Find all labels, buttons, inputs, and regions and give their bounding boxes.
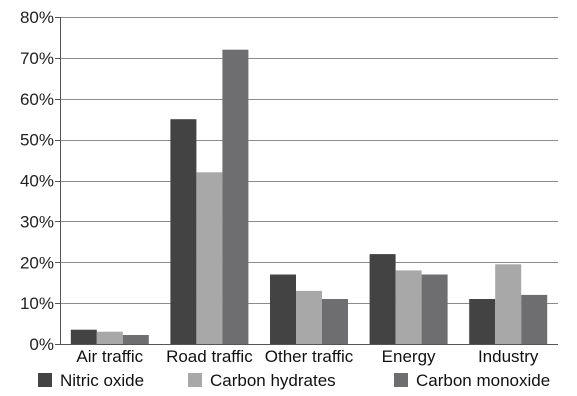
- y-tick-label: 50%: [20, 131, 54, 150]
- legend-item-nitric-oxide: Nitric oxide: [38, 371, 144, 390]
- y-tick-label: 10%: [20, 294, 54, 313]
- legend-swatch: [188, 373, 202, 387]
- bar-nitric-oxide-industry: [469, 299, 496, 344]
- y-tick-labels: 0% 10% 20% 30% 40% 50% 60% 70% 80%: [20, 8, 54, 354]
- legend-item-carbon-hydrates: Carbon hydrates: [188, 371, 336, 390]
- bar-nitric-oxide-energy: [369, 254, 396, 344]
- x-category-labels: Air traffic Road traffic Other traffic Ener…: [76, 347, 539, 366]
- bar-carbon-monoxide-air-traffic: [122, 335, 149, 344]
- legend-label: Carbon hydrates: [210, 371, 336, 390]
- y-tick-label: 60%: [20, 90, 54, 109]
- bar-carbon-hydrates-air-traffic: [96, 331, 123, 344]
- bar-carbon-hydrates-other-traffic: [296, 290, 322, 344]
- y-tick-label: 0%: [29, 335, 54, 354]
- bar-nitric-oxide-other-traffic: [270, 274, 296, 344]
- x-category-label: Road traffic: [166, 347, 253, 366]
- legend-swatch: [394, 373, 408, 387]
- legend-item-carbon-monoxide: Carbon monoxide: [394, 371, 550, 390]
- y-tick-label: 30%: [20, 212, 54, 231]
- legend-label: Carbon monoxide: [416, 371, 550, 390]
- bar-carbon-hydrates-energy: [395, 270, 422, 344]
- bar-carbon-hydrates-industry: [495, 264, 522, 344]
- y-tick-label: 40%: [20, 172, 54, 191]
- bar-nitric-oxide-air-traffic: [70, 329, 97, 344]
- bar-carbon-hydrates-road-traffic: [196, 172, 223, 344]
- x-category-label: Other traffic: [265, 347, 354, 366]
- legend-swatch: [38, 373, 52, 387]
- bar-carbon-monoxide-road-traffic: [222, 49, 249, 344]
- y-tick-label: 70%: [20, 49, 54, 68]
- x-category-label: Industry: [478, 347, 539, 366]
- bar-nitric-oxide-road-traffic: [170, 119, 197, 344]
- bar-carbon-monoxide-other-traffic: [322, 299, 348, 344]
- legend: Nitric oxide Carbon hydrates Carbon monoxi…: [38, 371, 550, 390]
- x-category-label: Energy: [382, 347, 436, 366]
- bar-carbon-monoxide-energy: [421, 274, 448, 344]
- bar-carbon-monoxide-industry: [521, 294, 548, 344]
- axis-layer: [55, 17, 558, 345]
- bars-layer: [70, 49, 548, 344]
- y-tick-label: 20%: [20, 253, 54, 272]
- x-category-label: Air traffic: [76, 347, 143, 366]
- legend-label: Nitric oxide: [60, 371, 144, 390]
- y-tick-label: 80%: [20, 8, 54, 27]
- grid-layer: [60, 17, 558, 304]
